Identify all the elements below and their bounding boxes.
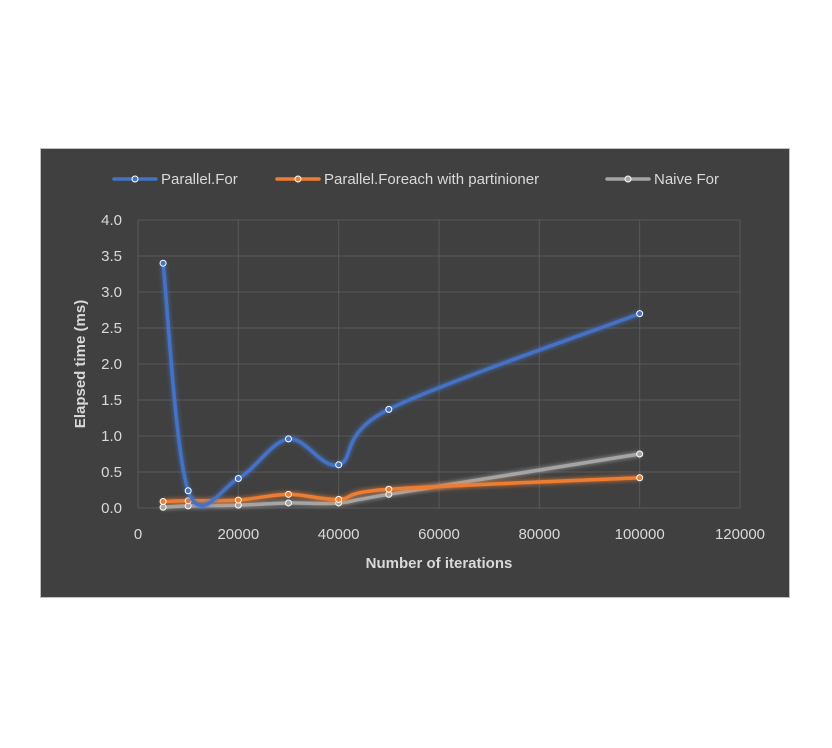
y-tick-label: 2.0 <box>101 356 122 373</box>
x-tick-label: 0 <box>134 526 142 543</box>
data-point <box>385 405 393 413</box>
legend: Parallel.For Parallel.Foreach with partin… <box>112 171 719 188</box>
legend-marker <box>624 175 632 183</box>
y-tick-label: 3.0 <box>101 284 122 301</box>
y-axis-title: Elapsed time (ms) <box>72 300 89 428</box>
x-tick-label: 60000 <box>418 526 460 543</box>
y-tick-label: 3.5 <box>101 248 122 265</box>
data-point <box>636 450 644 458</box>
y-tick-label: 0.0 <box>101 500 122 517</box>
data-point <box>385 485 393 493</box>
data-point <box>285 490 292 498</box>
data-point <box>184 487 192 495</box>
series-lines <box>159 259 644 511</box>
y-tick-label: 2.5 <box>101 320 122 337</box>
series-line <box>161 261 642 508</box>
data-point <box>234 496 242 504</box>
y-axis-tick-labels: 0.0 0.5 1.0 1.5 2.0 2.5 3.0 3.5 4.0 <box>101 212 122 517</box>
data-point <box>335 495 343 503</box>
x-tick-label: 100000 <box>615 526 665 543</box>
y-tick-label: 1.0 <box>101 428 122 445</box>
x-tick-label: 120000 <box>715 526 765 543</box>
gridlines <box>137 219 741 509</box>
legend-label: Naive For <box>654 171 719 188</box>
data-point <box>285 435 292 443</box>
legend-marker <box>131 175 139 183</box>
legend-marker <box>294 175 302 183</box>
chart-panel: 0.0 0.5 1.0 1.5 2.0 2.5 3.0 3.5 4.0 0 20000 40000 6… <box>40 148 790 598</box>
x-axis-title: Number of iterations <box>366 555 513 572</box>
data-point <box>636 310 644 318</box>
data-point <box>234 474 242 482</box>
data-point <box>636 474 644 482</box>
x-tick-label: 80000 <box>518 526 560 543</box>
data-point <box>159 503 167 511</box>
data-point <box>335 461 343 469</box>
series-parallel-foreach-with-partinioner <box>159 474 644 506</box>
legend-item: Parallel.Foreach with partinioner <box>275 171 539 188</box>
data-point <box>285 499 292 507</box>
legend-item: Naive For <box>605 171 719 188</box>
y-tick-label: 1.5 <box>101 392 122 409</box>
legend-label: Parallel.Foreach with partinioner <box>324 171 539 188</box>
data-point <box>159 498 167 506</box>
series-parallel-for <box>159 259 644 508</box>
legend-label: Parallel.For <box>161 171 238 188</box>
x-tick-label: 20000 <box>217 526 259 543</box>
data-point <box>159 259 167 267</box>
y-tick-label: 0.5 <box>101 464 122 481</box>
x-axis-tick-labels: 0 20000 40000 60000 80000 100000 120000 <box>134 526 765 543</box>
legend-item: Parallel.For <box>112 171 238 188</box>
series-naive-for <box>159 450 644 511</box>
line-chart: 0.0 0.5 1.0 1.5 2.0 2.5 3.0 3.5 4.0 0 20000 40000 6… <box>72 171 765 572</box>
x-tick-label: 40000 <box>318 526 360 543</box>
y-tick-label: 4.0 <box>101 212 122 229</box>
